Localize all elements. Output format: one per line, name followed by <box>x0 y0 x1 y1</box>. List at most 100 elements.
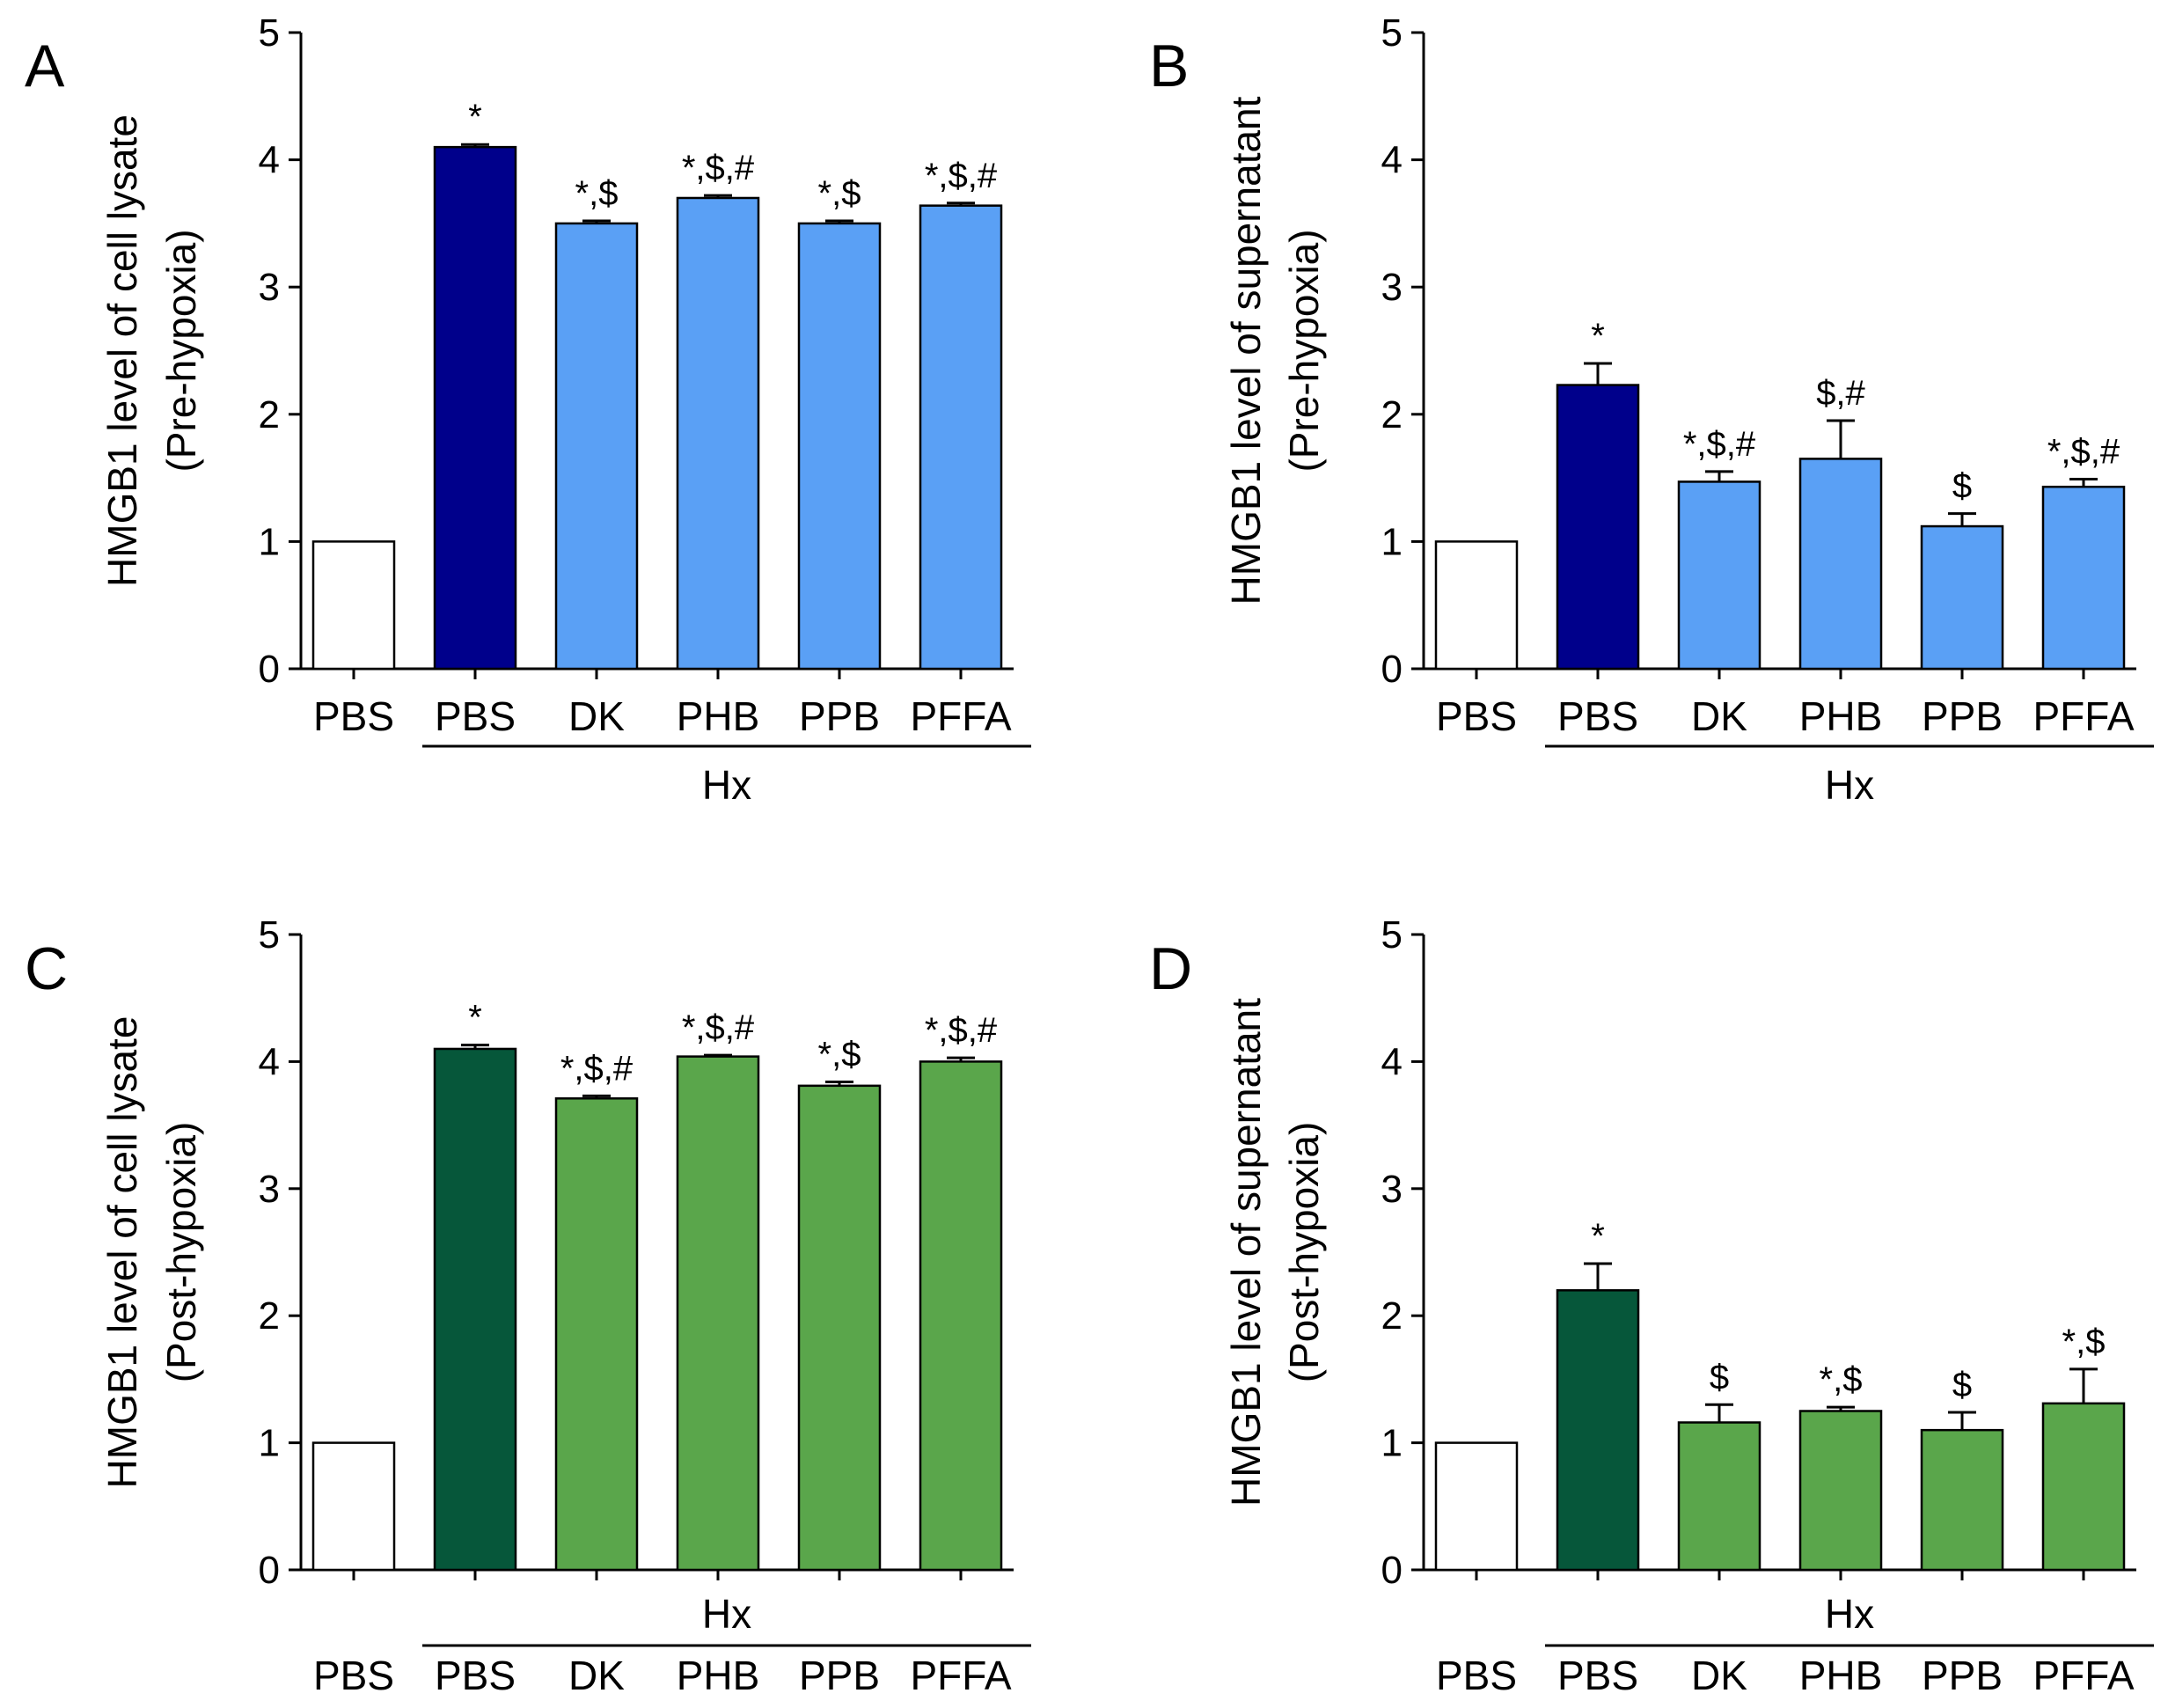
panel-d: D HMGB1 level of supernatant (Post-hypoxia… <box>1149 913 2154 1698</box>
x-tick-label: PBS <box>1436 693 1517 739</box>
significance-label: $ <box>1952 1366 1972 1404</box>
x-tick-label: PBS <box>1557 1653 1638 1698</box>
significance-label: *,$,# <box>560 1049 634 1088</box>
y-tick-label: 3 <box>1381 266 1403 309</box>
panel-letter: C <box>25 935 68 1002</box>
panel-b: B HMGB1 level of supernatant (Pre-hypoxia)… <box>1149 11 2154 808</box>
significance-label: *,$,# <box>1683 425 1756 464</box>
bar <box>554 1097 639 1572</box>
x-tick-label: DK <box>568 1653 625 1698</box>
y-tick-label: 1 <box>259 1422 280 1465</box>
y-tick-label: 0 <box>259 648 280 691</box>
group-label: Hx <box>1825 1591 1874 1637</box>
y-tick-label: 1 <box>1381 1422 1403 1465</box>
y-tick-label: 4 <box>259 139 280 182</box>
significance-label: * <box>468 999 482 1037</box>
y-axis-sublabel: (Pre-hypoxia) <box>1281 229 1327 472</box>
y-axis-label: HMGB1 level of supernatant <box>1223 998 1269 1506</box>
y-axis-sublabel: (Pre-hypoxia) <box>158 229 204 472</box>
bar <box>797 222 882 671</box>
bar <box>1434 540 1519 671</box>
x-tick-label: PBS <box>1557 693 1638 739</box>
significance-label: *,$ <box>818 174 861 213</box>
significance-label: *,$,# <box>682 149 755 187</box>
significance-label: *,$ <box>575 174 619 213</box>
significance-label: * <box>1591 1217 1605 1256</box>
bar <box>1434 1441 1519 1572</box>
group-label: Hx <box>702 762 751 808</box>
y-tick-label: 1 <box>259 520 280 563</box>
y-tick-label: 0 <box>259 1549 280 1592</box>
group-label: Hx <box>702 1591 751 1637</box>
y-tick-label: 5 <box>1381 913 1403 957</box>
bar <box>311 540 396 671</box>
y-axis-sublabel: (Post-hypoxia) <box>158 1122 204 1383</box>
y-tick-label: 2 <box>1381 1294 1403 1338</box>
y-tick-label: 1 <box>1381 520 1403 563</box>
bar <box>797 1084 882 1572</box>
bar <box>919 204 1003 671</box>
y-tick-label: 5 <box>1381 11 1403 55</box>
x-tick-label: PFFA <box>910 1653 1011 1698</box>
y-tick-label: 3 <box>259 1168 280 1211</box>
y-tick-label: 0 <box>1381 1549 1403 1592</box>
x-tick-label: PBS <box>435 693 516 739</box>
y-tick-label: 4 <box>1381 139 1403 182</box>
bar <box>554 222 639 671</box>
x-tick-label: PPB <box>799 693 880 739</box>
x-tick-label: PFFA <box>910 693 1011 739</box>
bar <box>1798 1410 1883 1572</box>
y-tick-label: 4 <box>259 1040 280 1083</box>
y-tick-label: 5 <box>259 11 280 55</box>
bar <box>1556 384 1640 671</box>
x-tick-label: DK <box>1691 1653 1747 1698</box>
y-axis-label: HMGB1 level of cell lysate <box>99 1016 145 1489</box>
bar <box>919 1060 1003 1572</box>
bar <box>676 196 760 671</box>
x-tick-label: PBS <box>435 1653 516 1698</box>
significance-label: $,# <box>1816 374 1865 413</box>
y-tick-label: 3 <box>1381 1168 1403 1211</box>
x-tick-label: PBS <box>1436 1653 1517 1698</box>
x-tick-label: PPB <box>799 1653 880 1698</box>
y-axis-sublabel: (Post-hypoxia) <box>1281 1122 1327 1383</box>
y-axis-label: HMGB1 level of cell lysate <box>99 114 145 587</box>
bar <box>433 1047 517 1572</box>
x-tick-label: PHB <box>1799 693 1883 739</box>
y-tick-label: 5 <box>259 913 280 957</box>
bar <box>311 1441 396 1572</box>
x-tick-label: PBS <box>313 1653 394 1698</box>
bar <box>1920 524 2004 671</box>
x-tick-label: PHB <box>677 1653 760 1698</box>
y-tick-label: 2 <box>259 393 280 436</box>
bar <box>676 1055 760 1572</box>
x-tick-label: PBS <box>313 693 394 739</box>
significance-label: $ <box>1952 467 1972 506</box>
significance-label: *,$ <box>818 1036 861 1074</box>
bar <box>433 145 517 671</box>
x-tick-label: DK <box>568 693 625 739</box>
bar <box>1556 1289 1640 1572</box>
x-tick-label: PFFA <box>2032 693 2134 739</box>
significance-label: *,$,# <box>925 157 998 195</box>
group-label: Hx <box>1825 762 1874 808</box>
y-tick-label: 3 <box>259 266 280 309</box>
bar <box>1677 480 1762 671</box>
panel-c: C HMGB1 level of cell lysate (Post-hypoxia… <box>25 913 1031 1698</box>
panel-letter: B <box>1149 33 1189 99</box>
y-tick-label: 2 <box>259 1294 280 1338</box>
y-tick-label: 4 <box>1381 1040 1403 1083</box>
significance-label: *,$,# <box>682 1008 755 1047</box>
x-tick-label: DK <box>1691 693 1747 739</box>
significance-label: * <box>1591 317 1605 356</box>
bar <box>2041 1402 2126 1572</box>
bar <box>2041 485 2126 671</box>
x-tick-label: PPB <box>1922 1653 2003 1698</box>
bar <box>1677 1421 1762 1572</box>
bar <box>1798 458 1883 671</box>
x-tick-label: PHB <box>677 693 760 739</box>
x-tick-label: PPB <box>1922 693 2003 739</box>
panel-letter: A <box>25 33 65 99</box>
x-tick-label: PFFA <box>2032 1653 2134 1698</box>
